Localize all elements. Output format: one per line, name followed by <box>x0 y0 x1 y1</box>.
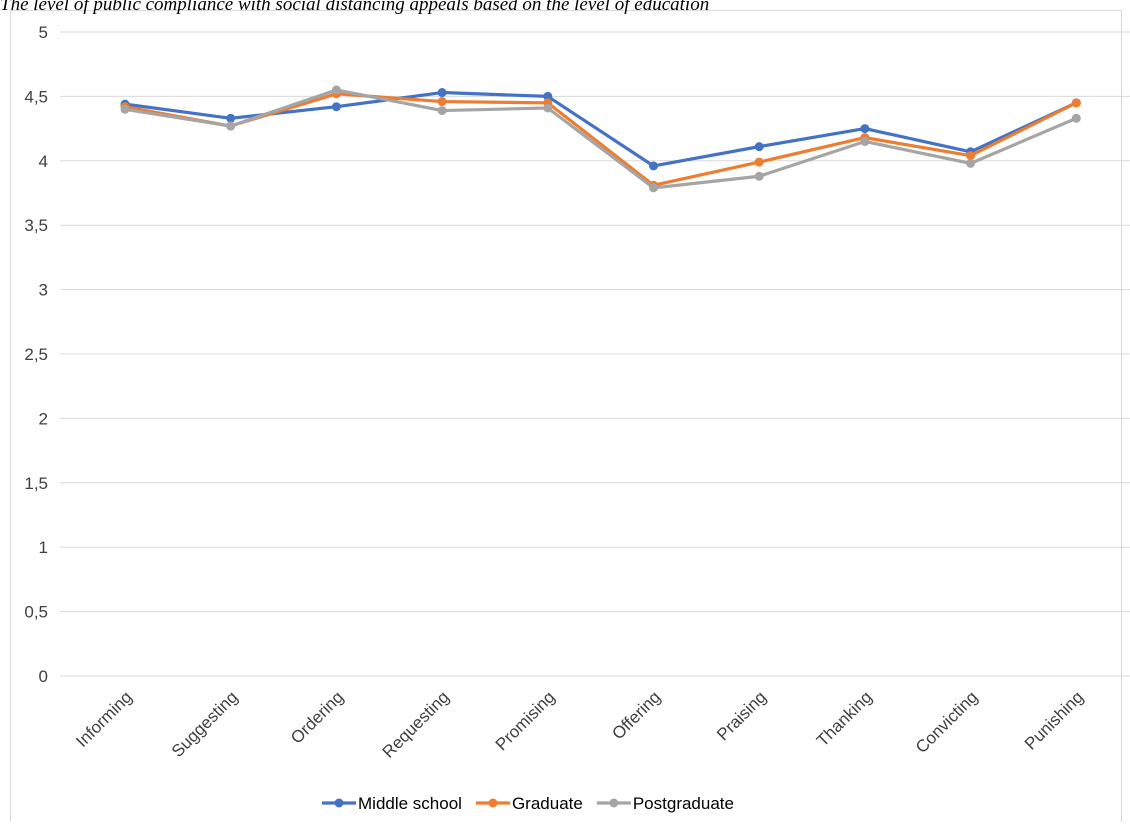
legend-label: Middle school <box>358 794 462 813</box>
x-tick-label: Offering <box>608 687 664 743</box>
x-tick-label: Promising <box>492 687 559 754</box>
data-point <box>437 97 447 107</box>
legend-item: Postgraduate <box>596 794 734 813</box>
y-tick-label: 2 <box>39 409 48 428</box>
y-tick-label: 2,5 <box>24 345 48 364</box>
x-tick-label: Ordering <box>287 687 347 747</box>
data-point <box>966 151 976 161</box>
legend-swatch-marker <box>609 798 619 808</box>
series-postgraduate <box>120 85 1081 193</box>
data-point <box>226 113 236 123</box>
y-tick-label: 4 <box>39 152 48 171</box>
data-point <box>1071 113 1081 123</box>
legend-item: Middle school <box>322 794 462 813</box>
data-point <box>543 91 553 101</box>
legend-swatch-marker <box>334 798 344 808</box>
x-tick-label: Convicting <box>912 687 982 757</box>
y-tick-label: 3,5 <box>24 216 48 235</box>
data-point <box>754 157 764 167</box>
y-tick-label: 5 <box>39 23 48 42</box>
legend-item: Graduate <box>475 794 583 813</box>
chart-frame <box>10 10 1122 822</box>
x-tick-label: Praising <box>713 687 770 744</box>
y-tick-label: 4,5 <box>24 87 48 106</box>
gridlines <box>60 31 1130 677</box>
data-point <box>543 103 553 113</box>
data-point <box>226 121 236 131</box>
data-point <box>437 88 447 98</box>
legend-swatch-marker <box>488 798 498 808</box>
series-graduate <box>120 89 1081 190</box>
legend-label: Graduate <box>512 794 583 813</box>
data-point <box>754 171 764 181</box>
x-tick-label: Informing <box>72 687 136 751</box>
series-line <box>123 90 1078 168</box>
x-tick-label: Requesting <box>379 687 453 761</box>
x-axis-tick-labels: Informing Suggesting Ordering Requesting Pro… <box>72 687 1087 761</box>
data-point <box>120 104 130 114</box>
y-tick-label: 1 <box>39 538 48 557</box>
data-point <box>860 124 870 134</box>
data-point <box>966 158 976 168</box>
data-point <box>1071 98 1081 108</box>
legend-label: Postgraduate <box>633 794 734 813</box>
data-point <box>649 161 658 171</box>
chart-title: The level of public compliance with soci… <box>0 0 710 15</box>
series-line <box>123 88 1078 190</box>
legend: Middle school Graduate Postgraduate <box>322 794 734 813</box>
y-tick-label: 0 <box>39 667 48 686</box>
y-tick-label: 0,5 <box>24 603 48 622</box>
data-point <box>649 183 658 193</box>
y-tick-label: 1,5 <box>24 474 48 493</box>
data-point <box>437 106 447 116</box>
y-tick-label: 3 <box>39 281 48 300</box>
y-axis-tick-labels: 0 0,5 1 1,5 2 2,5 3 3,5 4 4,5 5 <box>24 23 48 686</box>
data-point <box>331 85 341 95</box>
data-point <box>860 136 870 146</box>
x-tick-label: Punishing <box>1021 687 1087 753</box>
series-lines <box>120 85 1081 193</box>
series-middle-school <box>120 88 1081 171</box>
x-tick-label: Suggesting <box>168 687 242 761</box>
series-line <box>123 92 1078 187</box>
x-tick-label: Thanking <box>813 687 876 750</box>
data-point <box>754 142 764 152</box>
data-point <box>331 102 341 112</box>
